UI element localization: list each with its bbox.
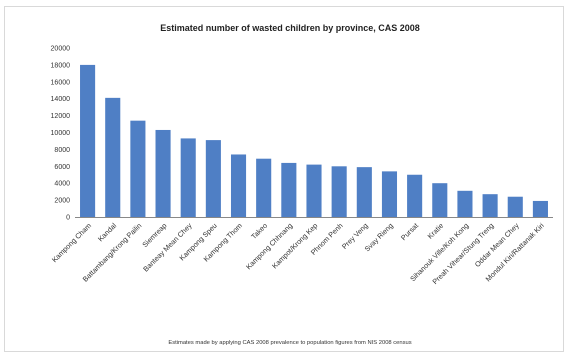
bar — [180, 138, 196, 217]
chart-frame: Estimated number of wasted children by p… — [4, 6, 564, 352]
bar — [381, 171, 398, 217]
bar — [482, 194, 498, 217]
x-tick-label: Kampong Cham — [50, 221, 93, 264]
bars — [80, 64, 548, 218]
bar — [130, 120, 146, 217]
bar-chart: Estimated number of wasted children by p… — [50, 23, 553, 346]
bar — [356, 167, 372, 217]
x-tick-label: Kratie — [426, 221, 446, 241]
bar — [230, 154, 247, 217]
y-tick-label: 2000 — [54, 198, 70, 205]
bar — [256, 158, 272, 217]
x-tick-label: Takeo — [249, 221, 269, 241]
chart-footnote: Estimates made by applying CAS 2008 prev… — [168, 340, 411, 346]
y-axis-ticks: 0 2000 4000 6000 8000 10000 12000 14000 16000 180… — [51, 46, 71, 222]
bar — [532, 200, 548, 217]
y-tick-label: 20000 — [51, 46, 71, 53]
bar — [306, 164, 322, 217]
y-tick-label: 14000 — [51, 96, 71, 103]
bar — [155, 129, 171, 217]
y-tick-label: 4000 — [54, 181, 70, 188]
bar — [105, 97, 121, 217]
bar — [432, 183, 448, 217]
y-tick-label: 10000 — [51, 130, 71, 137]
bar — [507, 196, 523, 217]
y-tick-label: 8000 — [54, 147, 70, 154]
bar — [407, 174, 423, 217]
y-tick-label: 6000 — [54, 164, 70, 171]
x-tick-label: Kandal — [96, 221, 118, 243]
bar — [331, 166, 347, 217]
y-tick-label: 0 — [66, 215, 70, 222]
y-tick-label: 16000 — [51, 79, 71, 86]
x-tick-label: Oddar Mean Chey — [473, 221, 521, 269]
chart-title: Estimated number of wasted children by p… — [160, 23, 420, 33]
bar — [457, 190, 473, 217]
y-tick-label: 18000 — [51, 62, 71, 69]
y-tick-label: 12000 — [51, 113, 71, 120]
bar — [281, 162, 297, 217]
x-tick-label: Pursat — [399, 221, 420, 242]
bar — [80, 64, 96, 218]
x-tick-label: Kampot/Krong Kep — [270, 221, 319, 270]
bar — [205, 140, 221, 217]
